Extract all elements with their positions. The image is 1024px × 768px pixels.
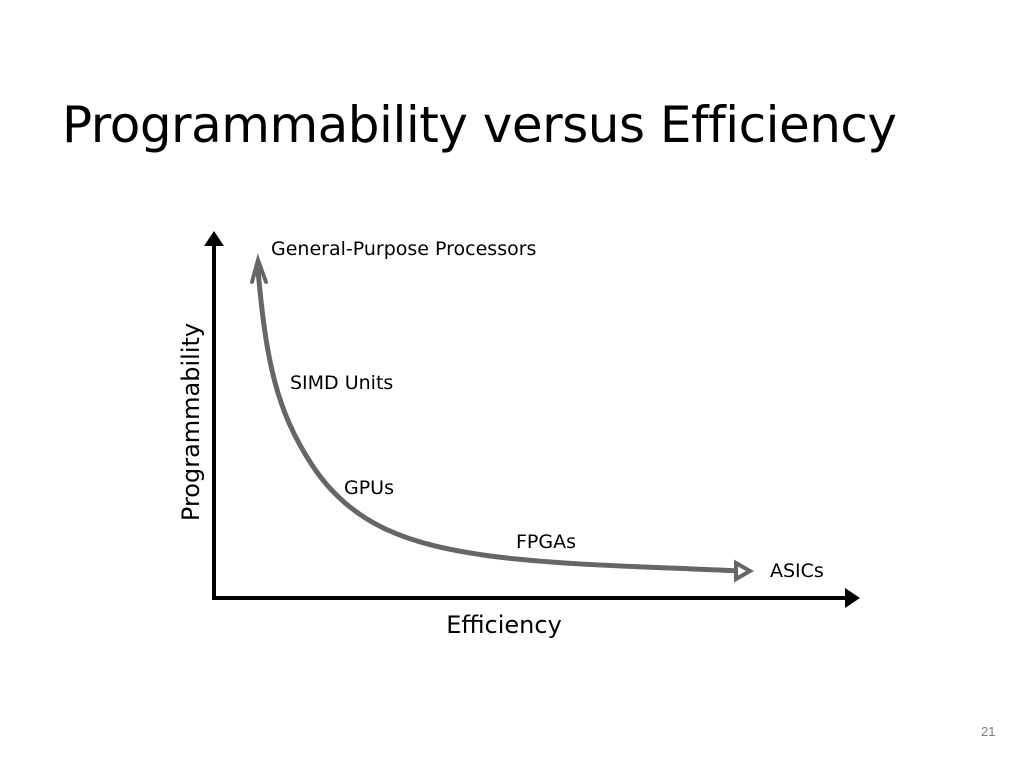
label-simd-units: SIMD Units <box>290 372 393 394</box>
label-gpus: GPUs <box>344 477 394 499</box>
slide-title: Programmability versus Efficiency <box>62 96 897 154</box>
y-axis-label: Programmability <box>177 323 205 521</box>
curve-end-arrowhead <box>734 559 755 583</box>
y-axis-arrowhead <box>204 231 224 246</box>
slide-number: 21 <box>981 724 996 739</box>
curve-start-arrowhead <box>250 253 268 284</box>
label-fpgas: FPGAs <box>516 531 576 553</box>
tradeoff-curve <box>255 267 741 574</box>
label-general-purpose-processors: General-Purpose Processors <box>271 238 536 260</box>
label-asics: ASICs <box>770 560 824 582</box>
x-axis-arrowhead <box>845 588 860 608</box>
x-axis-label: Efficiency <box>446 611 562 639</box>
